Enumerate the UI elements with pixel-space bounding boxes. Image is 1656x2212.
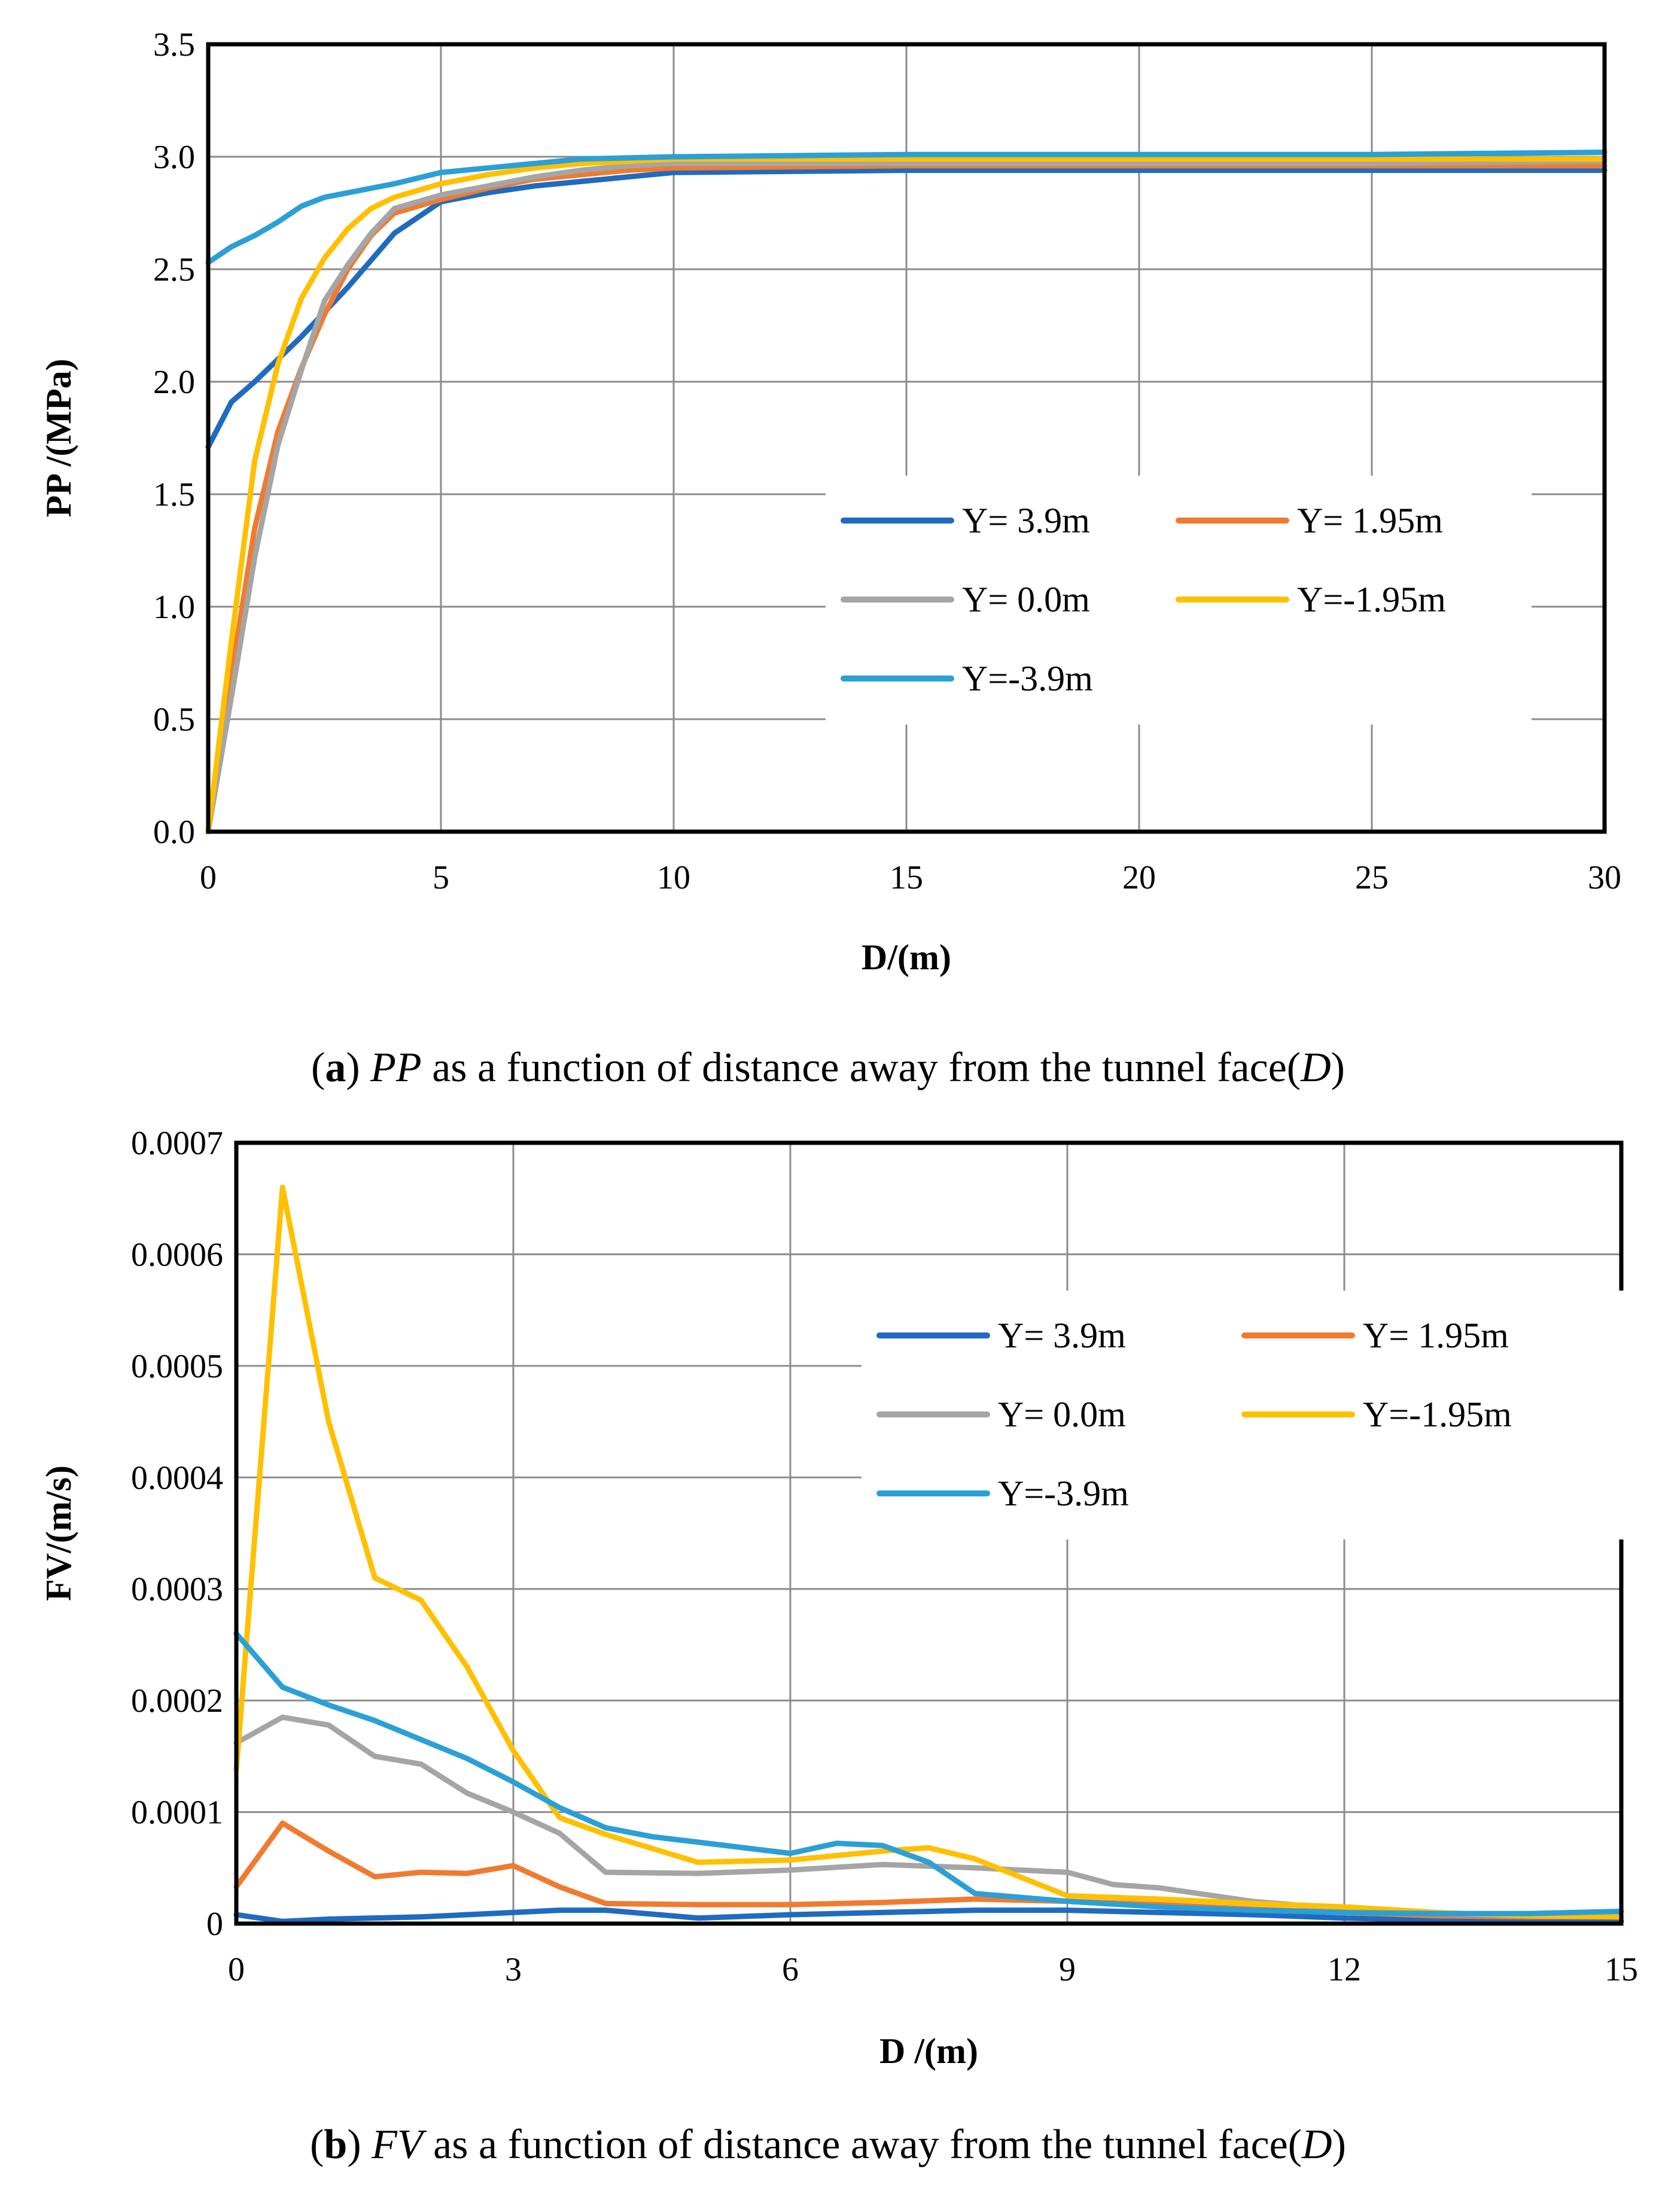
legend-label: Y= 1.95m — [1363, 1316, 1509, 1355]
x-tick-label: 6 — [782, 1951, 799, 1988]
caption-b-var: FV — [372, 2122, 423, 2168]
x-axis-title: D/(m) — [862, 938, 951, 977]
y-tick-label: 1.5 — [153, 476, 195, 513]
caption-a-letter: a — [325, 1045, 346, 1091]
y-tick-label: 0.0006 — [131, 1236, 223, 1273]
x-tick-label: 30 — [1588, 859, 1621, 896]
caption-b: (b) FV as a function of distance away fr… — [310, 2122, 1346, 2168]
plot-frame — [206, 42, 1607, 834]
y-tick-label: 0.0007 — [131, 1125, 223, 1162]
y-axis-title: FV/(m/s) — [39, 1465, 78, 1601]
legend-label: Y= 0.0m — [998, 1395, 1126, 1434]
legend-label: Y= 1.95m — [1297, 501, 1443, 540]
series-line-Y3_9m — [205, 150, 1608, 266]
y-tick-label: 0.5 — [153, 701, 195, 738]
chart-fv: 0 3 6 9 12 15 0 0.0001 0.0002 0.0003 0.0004 0.0005 0… — [39, 1125, 1638, 2071]
y-tick-label: 3.0 — [153, 139, 195, 176]
y-tick-label: 0.0005 — [131, 1348, 223, 1385]
x-tick-label: 25 — [1355, 859, 1389, 896]
legend-label: Y= 0.0m — [962, 580, 1090, 619]
series-line-Y1_95m — [205, 156, 1608, 835]
y-tick-label: 2.5 — [153, 251, 195, 288]
y-tick-label: 0 — [206, 1906, 223, 1943]
legend-label: Y= 3.9m — [962, 501, 1090, 540]
y-tick-label: 0.0002 — [131, 1682, 223, 1720]
x-tick-label: 3 — [505, 1951, 522, 1988]
x-tick-label: 15 — [890, 859, 923, 896]
y-tick-label: 0.0001 — [131, 1794, 223, 1831]
x-tick-label: 12 — [1328, 1951, 1361, 1988]
x-tick-label: 0 — [228, 1951, 245, 1988]
x-tick-label: 15 — [1605, 1951, 1638, 1988]
caption-a-var: PP — [370, 1045, 422, 1091]
y-tick-label: 1.0 — [153, 589, 195, 626]
caption-b-end: ) — [1332, 2122, 1346, 2168]
legend-label: Y=-1.95m — [1297, 580, 1446, 619]
y-axis-title: PP /(MPa) — [39, 359, 78, 518]
series-line-Y3_9m — [233, 1907, 1624, 1924]
y-tick-label: 2.0 — [153, 364, 195, 401]
legend-label: Y=-1.95m — [1363, 1395, 1512, 1434]
y-tick-label: 0.0004 — [131, 1459, 223, 1496]
series-line-Y0_0m — [205, 159, 1608, 835]
caption-a-end: ) — [1331, 1045, 1345, 1091]
x-axis-title: D /(m) — [879, 2031, 978, 2071]
caption-a-text: as a function of distance away from the … — [421, 1045, 1301, 1091]
caption-a: (a) PP as a function of distance away fr… — [311, 1045, 1345, 1091]
series-line-Y3_9m — [233, 1630, 1624, 1916]
x-tick-label: 0 — [200, 859, 217, 896]
x-tick-label: 20 — [1122, 859, 1156, 896]
caption-a-var2: D — [1301, 1045, 1331, 1091]
caption-b-letter: b — [324, 2122, 348, 2168]
chart-pp: 0 5 10 15 20 25 30 0.0 0.5 1.0 1.5 2.0 2.5 3.0 3.5 D/(m… — [39, 26, 1621, 977]
legend-label: Y= 3.9m — [998, 1316, 1126, 1355]
x-tick-label: 9 — [1059, 1951, 1076, 1988]
legend-label: Y=-3.9m — [962, 659, 1093, 698]
series-line-Y1_95m — [233, 1820, 1624, 1920]
x-tick-label: 5 — [433, 859, 449, 896]
legend-label: Y=-3.9m — [998, 1474, 1129, 1513]
y-tick-label: 3.5 — [153, 26, 195, 63]
y-tick-label: 0.0 — [153, 814, 195, 851]
caption-b-var2: D — [1302, 2122, 1332, 2168]
caption-b-text: as a function of distance away from the … — [422, 2122, 1302, 2168]
y-tick-label: 0.0003 — [131, 1571, 223, 1608]
series-line-Y1_95m — [233, 1185, 1624, 1920]
x-tick-label: 10 — [657, 859, 690, 896]
